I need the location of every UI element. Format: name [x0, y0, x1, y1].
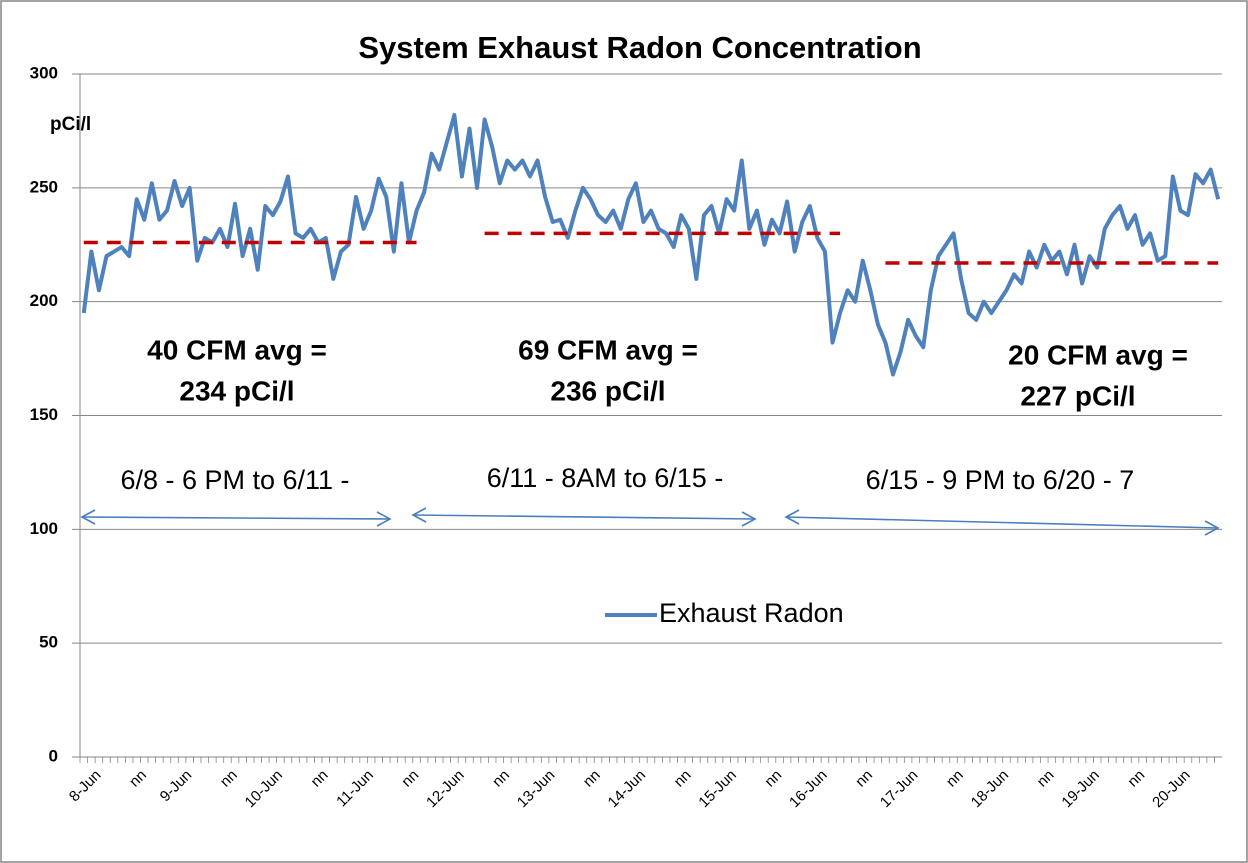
legend-label: Exhaust Radon	[659, 598, 844, 628]
annotation: 20 CFM avg =	[1008, 339, 1188, 370]
y-axis-label: pCi/l	[50, 114, 91, 135]
period-arrows	[80, 507, 1220, 536]
y-tick-label: 100	[30, 519, 58, 538]
arrow-head	[1204, 520, 1220, 536]
annotation: 227 pCi/l	[1020, 380, 1135, 411]
period-label: 6/11 - 8AM to 6/15 -	[487, 463, 724, 493]
annotation: 236 pCi/l	[550, 375, 665, 406]
y-tick-label: 200	[30, 291, 58, 310]
arrow-head	[784, 509, 800, 525]
y-tick-label: 0	[49, 746, 58, 765]
arrow	[785, 516, 1219, 529]
y-tick-label: 50	[39, 633, 58, 652]
period-label: 6/15 - 9 PM to 6/20 - 7	[866, 465, 1135, 495]
annotation: 234 pCi/l	[179, 375, 294, 406]
arrow-head	[80, 509, 96, 525]
arrow	[412, 514, 756, 520]
period-label: 6/8 - 6 PM to 6/11 -	[120, 465, 349, 495]
chart-title: System Exhaust Radon Concentration	[358, 30, 921, 65]
arrow-head	[741, 511, 757, 527]
arrow-head	[376, 511, 392, 527]
y-tick-label: 300	[30, 63, 58, 82]
series-line	[81, 112, 1221, 377]
arrow-head	[411, 507, 427, 523]
arrow	[81, 516, 391, 520]
annotation: 69 CFM avg =	[518, 334, 698, 365]
y-tick-label: 150	[30, 405, 58, 424]
y-tick-label: 250	[30, 177, 58, 196]
annotation: 40 CFM avg =	[147, 334, 327, 365]
